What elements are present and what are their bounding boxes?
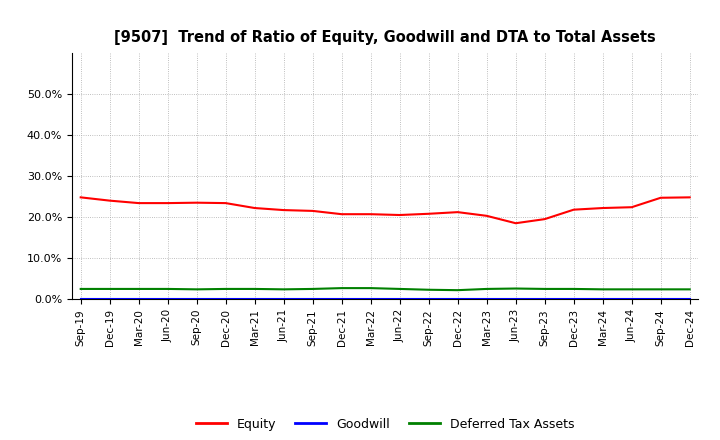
Title: [9507]  Trend of Ratio of Equity, Goodwill and DTA to Total Assets: [9507] Trend of Ratio of Equity, Goodwil… xyxy=(114,29,656,45)
Legend: Equity, Goodwill, Deferred Tax Assets: Equity, Goodwill, Deferred Tax Assets xyxy=(191,413,580,436)
